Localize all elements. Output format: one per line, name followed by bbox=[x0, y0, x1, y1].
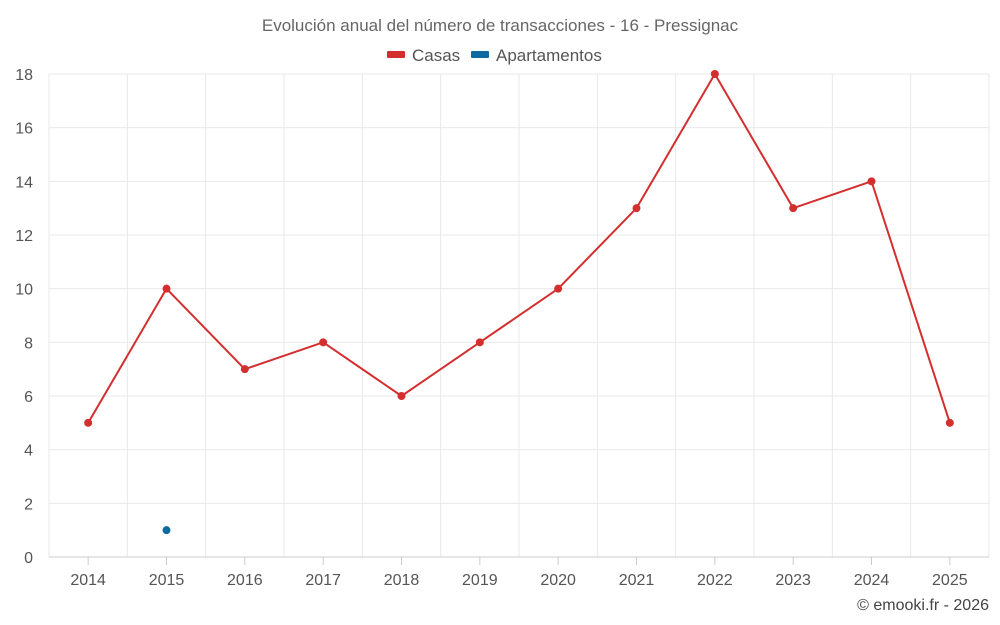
credit-text: © emooki.fr - 2026 bbox=[857, 597, 989, 614]
data-point-casas-2024[interactable] bbox=[867, 177, 876, 186]
x-axis: 2014 2015 2016 2017 2018 2019 2020 2021 2022 2023… bbox=[49, 556, 989, 589]
x-tick-label: 2020 bbox=[540, 572, 576, 589]
chart-title: Evolución anual del número de transaccio… bbox=[262, 16, 739, 35]
legend-swatch-apartamentos bbox=[471, 51, 489, 58]
x-tick-label: 2022 bbox=[697, 572, 733, 589]
y-tick-label: 0 bbox=[24, 550, 33, 567]
data-point-casas-2021[interactable] bbox=[632, 204, 641, 213]
data-point-casas-2018[interactable] bbox=[397, 392, 406, 400]
legend: Casas Apartamentos bbox=[387, 46, 602, 65]
gridlines bbox=[48, 73, 990, 557]
y-tick-label: 16 bbox=[15, 121, 33, 138]
x-tick-label: 2015 bbox=[149, 572, 185, 589]
x-tick-label: 2019 bbox=[462, 572, 498, 589]
series-line-casas bbox=[87, 73, 951, 424]
x-tick-label: 2024 bbox=[854, 572, 890, 589]
y-tick-label: 10 bbox=[15, 282, 33, 299]
y-axis: 0 2 4 6 8 10 12 14 16 18 bbox=[15, 67, 33, 567]
legend-item-apartamentos[interactable]: Apartamentos bbox=[471, 46, 602, 65]
x-tick-label: 2016 bbox=[227, 572, 263, 589]
data-point-casas-2025[interactable] bbox=[945, 418, 954, 427]
legend-swatch-casas bbox=[387, 51, 405, 58]
y-tick-label: 4 bbox=[24, 443, 33, 460]
y-tick-label: 18 bbox=[15, 67, 33, 84]
data-point-casas-2015[interactable] bbox=[162, 284, 171, 293]
y-tick-label: 8 bbox=[24, 335, 33, 352]
x-tick-label: 2023 bbox=[775, 572, 811, 589]
x-tick-label: 2021 bbox=[619, 572, 655, 589]
data-point-casas-2019[interactable] bbox=[475, 338, 484, 347]
series-layer bbox=[84, 70, 954, 535]
y-tick-label: 14 bbox=[15, 174, 33, 191]
data-point-apartamentos-2015[interactable] bbox=[162, 526, 171, 535]
data-point-casas-2023[interactable] bbox=[789, 204, 798, 213]
x-tick-label: 2017 bbox=[305, 572, 341, 589]
data-point-casas-2016[interactable] bbox=[240, 365, 249, 374]
data-point-casas-2022[interactable] bbox=[710, 70, 719, 78]
legend-item-casas[interactable]: Casas bbox=[387, 46, 460, 65]
x-tick-label: 2014 bbox=[70, 572, 106, 589]
x-tick-label: 2025 bbox=[932, 572, 968, 589]
y-tick-label: 6 bbox=[24, 389, 33, 406]
x-tick-label: 2018 bbox=[384, 572, 420, 589]
y-tick-label: 12 bbox=[15, 228, 33, 245]
legend-label-casas: Casas bbox=[412, 46, 460, 65]
data-point-casas-2020[interactable] bbox=[554, 284, 563, 293]
legend-label-apartamentos: Apartamentos bbox=[496, 46, 602, 65]
y-tick-label: 2 bbox=[24, 496, 33, 513]
data-point-casas-2017[interactable] bbox=[319, 338, 328, 347]
data-point-casas-2014[interactable] bbox=[84, 418, 93, 427]
